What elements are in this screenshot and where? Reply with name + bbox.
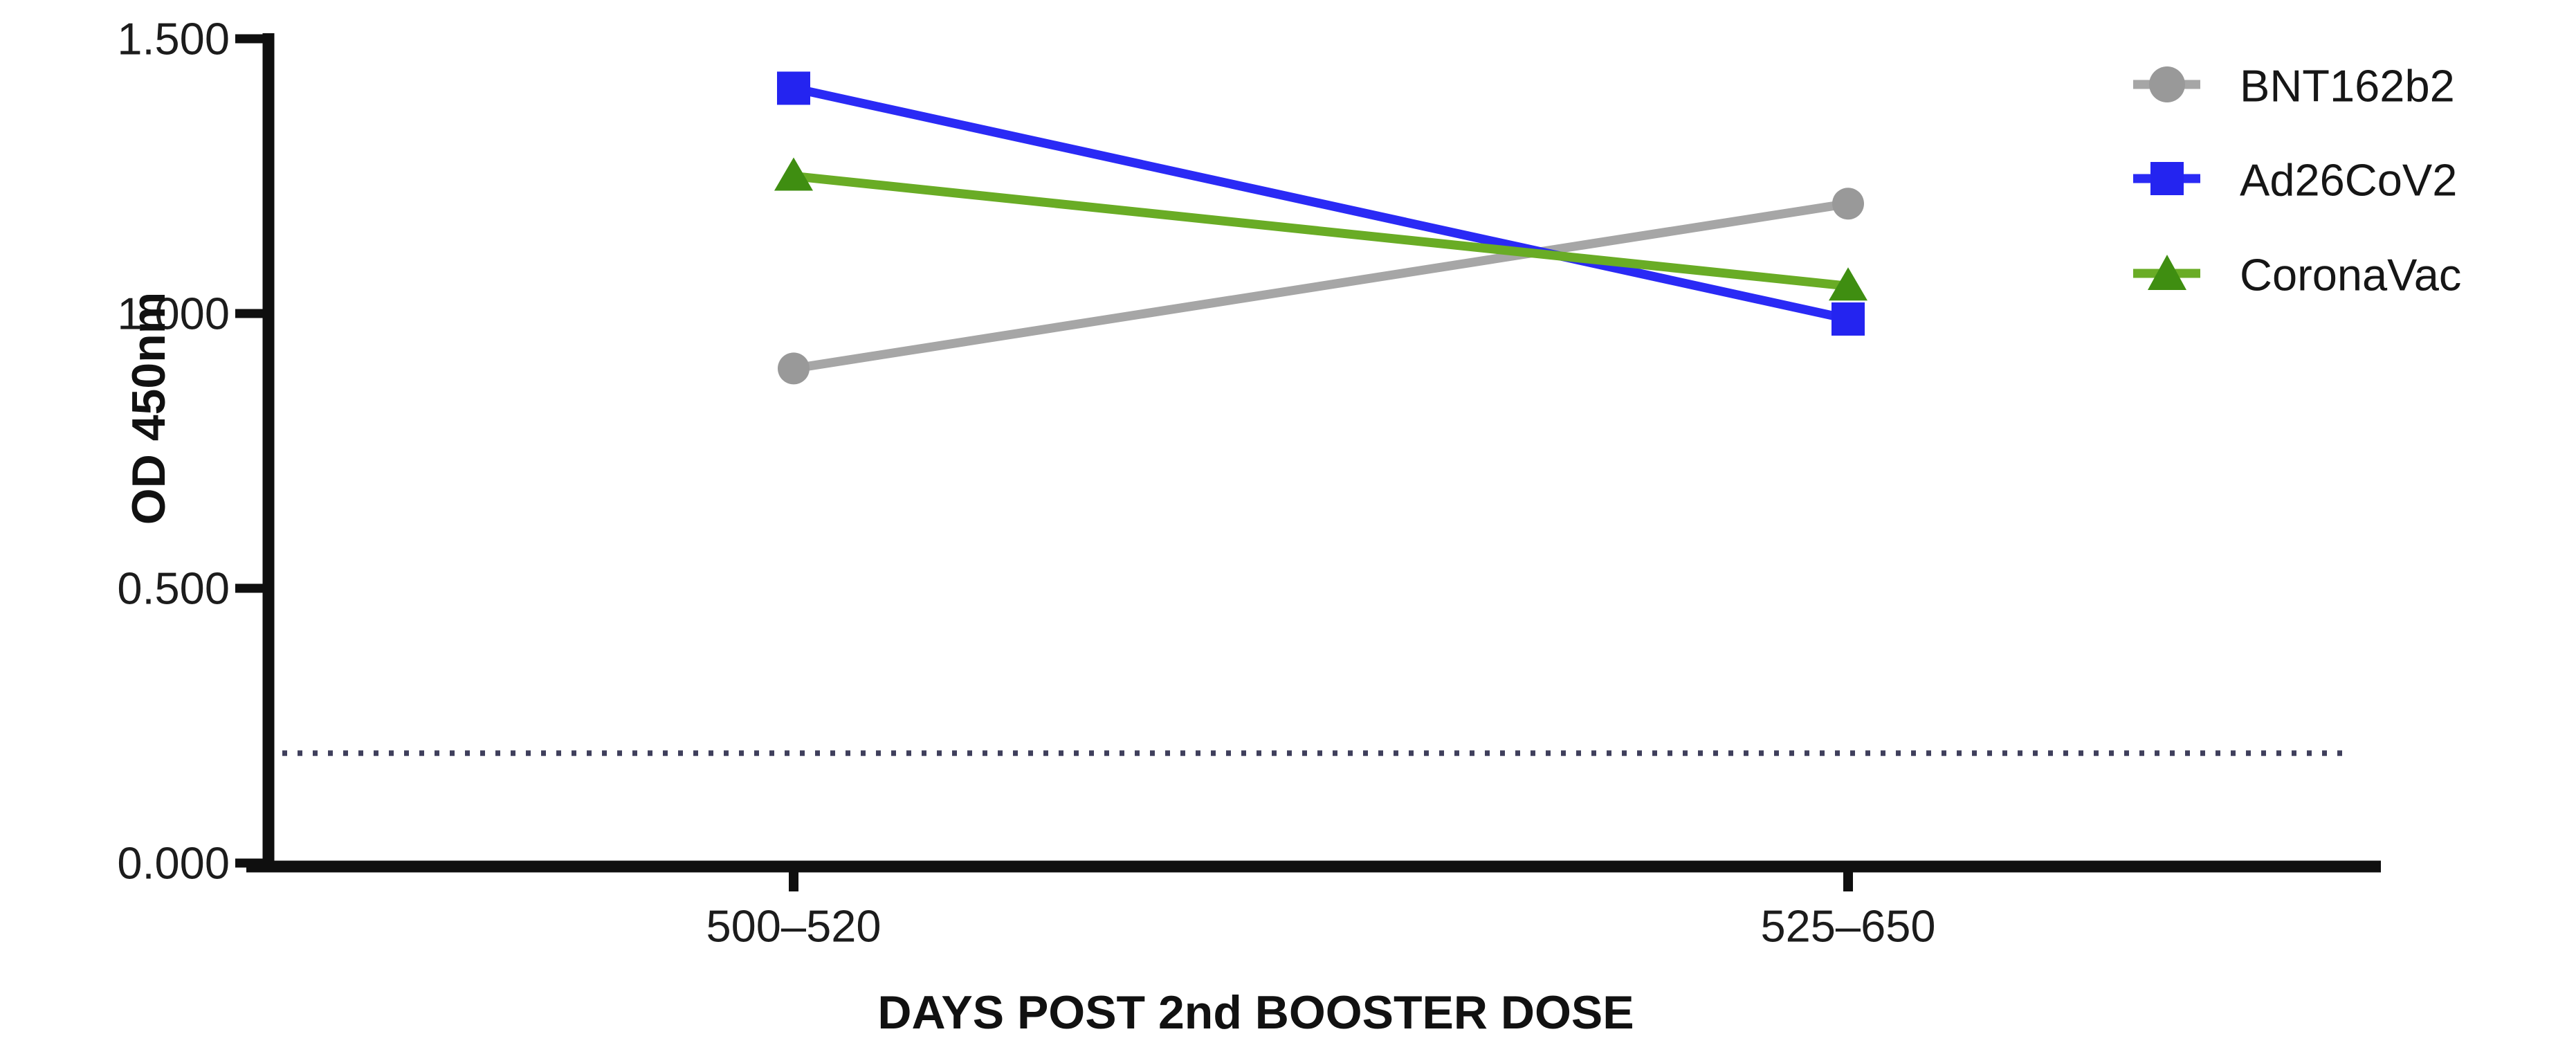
circle-marker-icon	[2149, 66, 2185, 102]
y-tick-label-0000: 0.000	[117, 838, 230, 889]
y-tick-label-1000: 1.000	[117, 289, 230, 339]
legend-item-ad26cov2: Ad26CoV2	[2133, 155, 2457, 206]
x-tick-label-525-650: 525–650	[1760, 901, 1935, 952]
circle-marker-BNT162b2	[778, 352, 810, 385]
legend-label-ad26cov2: Ad26CoV2	[2240, 155, 2457, 206]
y-axis: 1.500 1.000 0.500 0.000 OD 450nm	[117, 14, 275, 889]
square-marker-Ad26CoV2	[1831, 302, 1865, 336]
circle-marker-BNT162b2	[1832, 188, 1864, 220]
triangle-marker-CoronaVac	[1829, 267, 1867, 301]
y-tick-label-0500: 0.500	[117, 563, 230, 614]
series-line-BNT162b2	[792, 199, 1849, 373]
triangle-marker-CoronaVac	[774, 157, 813, 191]
series-line-CoronaVac	[793, 172, 1849, 291]
square-marker-Ad26CoV2	[777, 71, 810, 105]
legend-item-bnt162b2: BNT162b2	[2133, 61, 2455, 111]
x-tick-label-500-520: 500–520	[706, 901, 881, 952]
series-line-Ad26CoV2	[792, 84, 1849, 324]
x-axis: 500–520 525–650 DAYS POST 2nd BOOSTER DO…	[246, 860, 2381, 1039]
x-axis-title: DAYS POST 2nd BOOSTER DOSE	[877, 986, 1634, 1039]
legend-label-coronavac: CoronaVac	[2240, 250, 2461, 300]
y-axis-title: OD 450nm	[122, 292, 175, 525]
triangle-marker-icon	[2148, 255, 2186, 290]
y-tick-label-1500: 1.500	[117, 14, 230, 64]
series-markers-layer	[774, 71, 1867, 385]
legend: BNT162b2 Ad26CoV2 CoronaVac	[2133, 61, 2461, 300]
series-lines-layer	[282, 84, 2353, 756]
legend-label-bnt162b2: BNT162b2	[2240, 61, 2455, 111]
square-marker-icon	[2150, 162, 2184, 195]
legend-item-coronavac: CoronaVac	[2133, 250, 2461, 300]
